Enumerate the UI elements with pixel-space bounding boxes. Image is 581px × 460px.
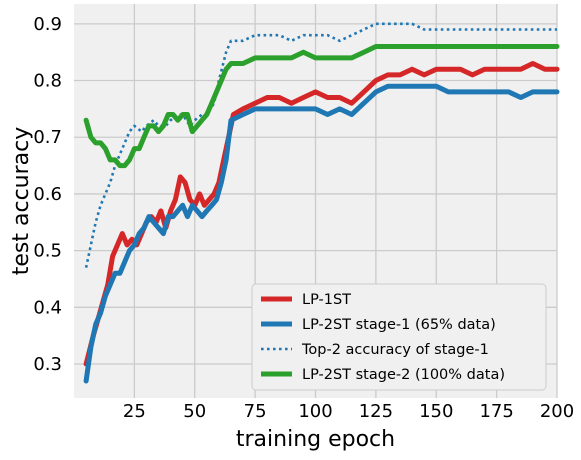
- x-tick-label: 125: [359, 401, 393, 422]
- series-line-2: [83, 83, 560, 384]
- y-tick-label: 0.4: [33, 297, 62, 318]
- y-tick-label: 0.8: [33, 71, 62, 92]
- legend-label: LP-1ST: [302, 292, 351, 308]
- y-tick-label: 0.3: [33, 354, 62, 375]
- legend-label: LP-2ST stage-1 (65% data): [302, 317, 496, 333]
- x-tick-label: 150: [419, 401, 453, 422]
- x-axis-label: training epoch: [236, 427, 395, 452]
- legend-box: [251, 283, 547, 391]
- series-group: [83, 22, 560, 384]
- legend: LP-1ST LP-2ST stage-1 (65% data) Top-2 acc…: [251, 283, 547, 391]
- x-tick-labels: 25 50 75 100 125 150 175 200: [123, 401, 574, 422]
- y-tick-label: 0.6: [33, 184, 62, 205]
- y-axis-label: test accuracy: [9, 127, 34, 276]
- series-line-4: [83, 44, 560, 169]
- series-line-3: [84, 22, 557, 268]
- x-tick-label: 25: [123, 401, 146, 422]
- x-tick-label: 200: [540, 401, 574, 422]
- x-tick-label: 100: [298, 401, 332, 422]
- y-tick-labels: 0.3 0.4 0.5 0.6 0.7 0.8 0.9: [33, 14, 62, 375]
- legend-label: Top-2 accuracy of stage-1: [301, 342, 489, 358]
- x-tick-label: 75: [244, 401, 267, 422]
- y-tick-label: 0.5: [33, 241, 62, 262]
- x-tick-label: 50: [183, 401, 206, 422]
- x-tick-label: 175: [479, 401, 513, 422]
- legend-label: LP-2ST stage-2 (100% data): [302, 367, 505, 383]
- y-tick-label: 0.7: [33, 127, 62, 148]
- y-tick-label: 0.9: [33, 14, 62, 35]
